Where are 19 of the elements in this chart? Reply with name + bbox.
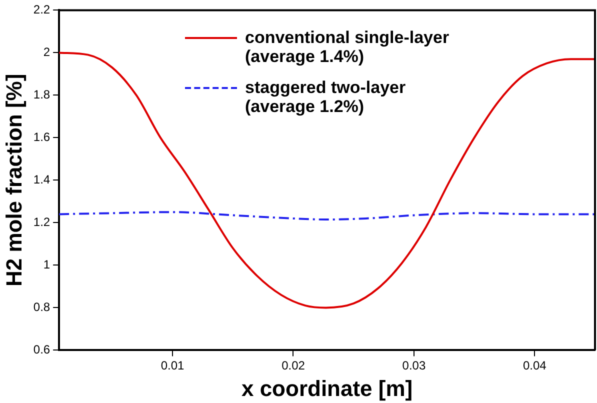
x-tick-label: 0.01	[160, 358, 185, 373]
y-axis-title: H2 mole fraction [%]	[1, 74, 26, 287]
y-tick-label: 1.8	[33, 88, 50, 102]
y-tick-label: 2.2	[33, 2, 50, 17]
y-tick-label: 1.4	[33, 172, 50, 187]
x-tick-label: 0.03	[402, 358, 426, 373]
y-tick-label: 1.6	[33, 130, 50, 144]
y-tick-label: 0.6	[33, 342, 50, 357]
x-tick-label: 0.04	[522, 358, 547, 373]
y-tick-label: 1	[43, 258, 50, 272]
legend-label: staggered two-layer (average 1.2%)	[245, 78, 407, 116]
line-series	[59, 52, 595, 309]
x-axis-title: x coordinate [m]	[241, 376, 413, 401]
y-tick-label: 2	[43, 45, 50, 60]
y-tick-label: 0.8	[33, 300, 50, 314]
legend-label: conventional single-layer (average 1.4%)	[245, 28, 450, 66]
line-series	[59, 211, 595, 221]
x-tick-label: 0.02	[282, 358, 306, 373]
y-tick-label: 1.2	[33, 215, 50, 230]
